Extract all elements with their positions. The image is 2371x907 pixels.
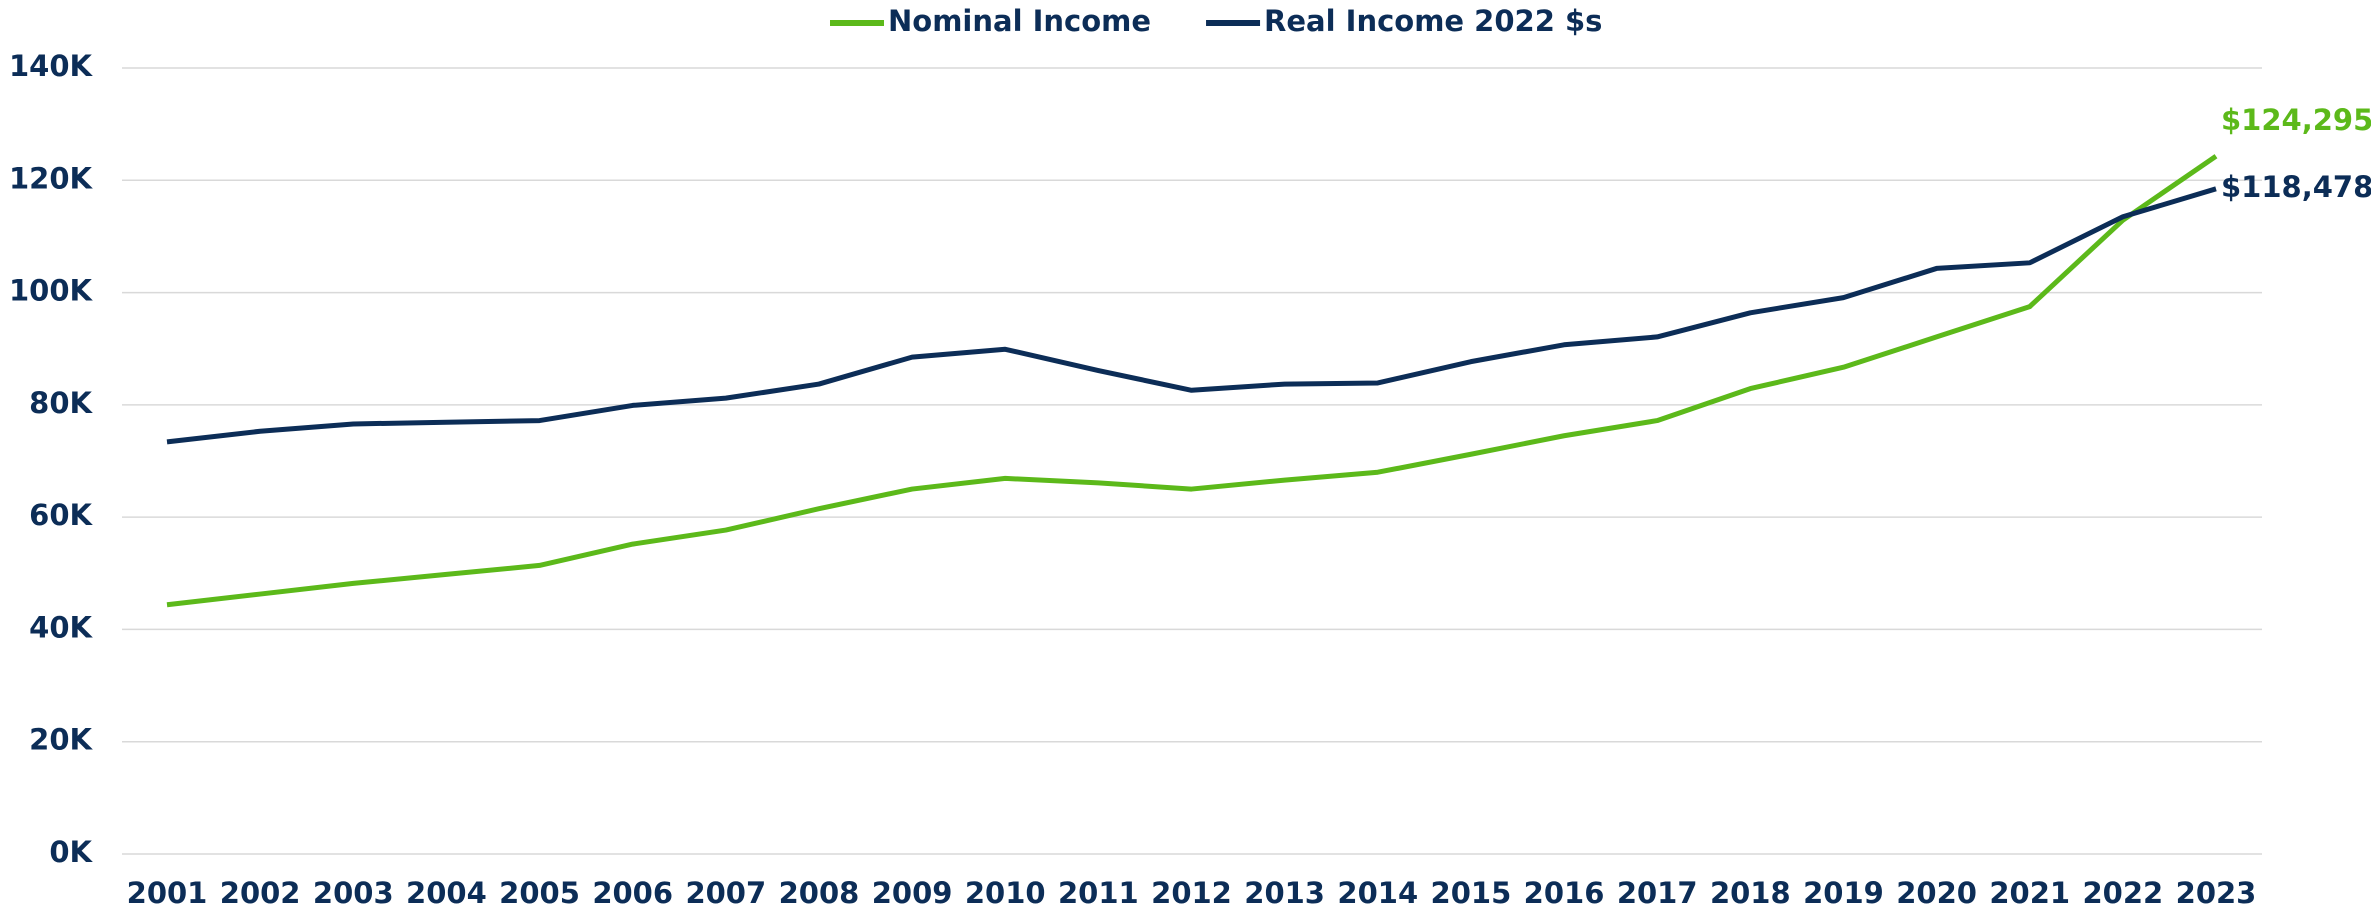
x-tick-label: 2010	[965, 876, 1046, 907]
data-label: $124,295	[2221, 103, 2371, 137]
x-tick-label: 2003	[313, 876, 394, 907]
legend-label: Real Income 2022 $s	[1264, 4, 1602, 38]
x-tick-label: 2002	[220, 876, 301, 907]
y-tick-label: 140K	[9, 49, 94, 83]
x-tick-label: 2017	[1617, 876, 1698, 907]
x-tick-label: 2001	[127, 876, 208, 907]
x-tick-label: 2012	[1151, 876, 1232, 907]
y-tick-label: 20K	[29, 723, 93, 757]
y-tick-label: 120K	[9, 161, 94, 195]
x-tick-label: 2006	[592, 876, 673, 907]
x-tick-label: 2007	[685, 876, 766, 907]
x-tick-label: 2009	[872, 876, 953, 907]
y-tick-label: 60K	[29, 498, 93, 532]
y-tick-label: 0K	[49, 835, 93, 869]
x-tick-label: 2023	[2176, 876, 2257, 907]
legend-label: Nominal Income	[888, 4, 1151, 38]
y-tick-label: 40K	[29, 610, 93, 644]
x-tick-label: 2004	[406, 876, 487, 907]
x-tick-label: 2020	[1896, 876, 1977, 907]
data-label: $118,478	[2221, 170, 2371, 204]
x-tick-label: 2019	[1803, 876, 1884, 907]
x-tick-label: 2013	[1244, 876, 1325, 907]
y-tick-label: 100K	[9, 274, 94, 308]
y-tick-label: 80K	[29, 386, 93, 420]
x-tick-label: 2015	[1431, 876, 1512, 907]
x-tick-label: 2018	[1710, 876, 1791, 907]
x-tick-label: 2021	[1989, 876, 2070, 907]
x-tick-label: 2022	[2083, 876, 2164, 907]
x-tick-label: 2014	[1337, 876, 1418, 907]
x-tick-label: 2005	[499, 876, 580, 907]
x-tick-label: 2016	[1524, 876, 1605, 907]
x-tick-label: 2011	[1058, 876, 1139, 907]
series-line	[166, 186, 2217, 445]
x-tick-label: 2008	[779, 876, 860, 907]
series-line	[166, 154, 2218, 608]
